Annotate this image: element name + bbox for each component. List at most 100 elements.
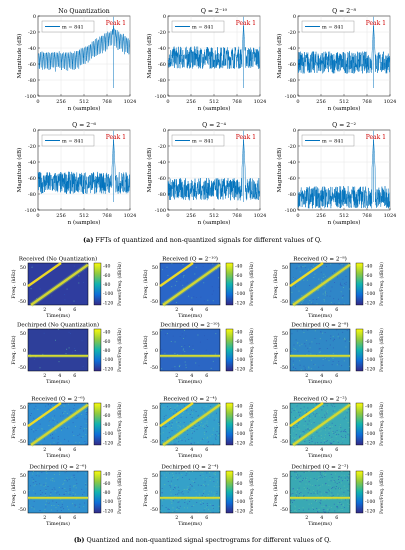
spec-noise <box>323 509 325 510</box>
spec-noise <box>345 339 347 341</box>
spec-noise <box>290 421 292 423</box>
spec-noise <box>324 275 326 277</box>
spec-noise <box>66 413 68 414</box>
fft-xlabel: n (samples) <box>328 105 361 112</box>
spec-noise <box>307 407 309 409</box>
fft-panel-title: Q = 2⁻² <box>332 122 356 129</box>
spec-noise <box>199 499 201 500</box>
spec-noise <box>50 492 52 493</box>
spec-noise <box>338 490 340 492</box>
spec-noise <box>39 288 41 290</box>
fft-xtick-label: 0 <box>296 99 299 105</box>
spec-noise <box>183 348 185 350</box>
spec-noise <box>165 477 167 478</box>
spec-noise <box>295 475 297 476</box>
spec-noise <box>336 483 338 484</box>
spec-noise <box>218 485 220 487</box>
spec-noise <box>30 413 32 414</box>
spec-noise <box>174 417 175 419</box>
spec-noise <box>53 441 55 443</box>
spec-noise <box>195 362 197 364</box>
spec-noise <box>178 425 180 427</box>
spec-noise <box>171 483 173 485</box>
spec-noise <box>73 435 75 436</box>
spec-noise <box>181 333 183 335</box>
fft-ylabel: Magnitude (dB) <box>16 34 23 79</box>
spec-noise <box>310 478 312 479</box>
spec-noise <box>296 428 298 430</box>
spec-noise <box>340 477 342 479</box>
spec-noise <box>186 496 188 498</box>
spec-noise <box>28 441 30 443</box>
spec-noise <box>207 505 208 506</box>
spec-noise <box>73 485 75 487</box>
spec-noise <box>185 437 187 438</box>
spec-noise <box>308 366 310 368</box>
spec-noise <box>312 507 314 508</box>
spec-noise <box>202 424 204 426</box>
fft-xtick-label: 1024 <box>124 213 137 219</box>
spec-noise <box>190 426 192 428</box>
spec-panel-title: Dechirped (Q = 2⁻²) <box>291 464 348 471</box>
spec-noise <box>326 405 328 407</box>
spec-noise <box>293 344 295 346</box>
spec-noise <box>343 437 345 439</box>
spec-noise <box>65 478 67 480</box>
spec-noise <box>303 495 305 496</box>
spec-noise <box>196 502 198 503</box>
spec-noise <box>187 507 188 509</box>
spec-noise <box>324 414 326 416</box>
spec-noise <box>208 490 210 492</box>
spec-noise <box>29 421 31 422</box>
spec-noise <box>333 480 335 482</box>
spec-noise <box>34 438 36 440</box>
spec-cbar-tick: -100 <box>365 357 375 363</box>
spec-noise <box>194 273 196 275</box>
spec-noise <box>306 477 308 478</box>
spec-noise <box>47 486 49 487</box>
spec-noise <box>187 491 189 493</box>
spec-colorbar <box>355 262 364 306</box>
spec-noise <box>173 443 175 445</box>
spec-noise <box>321 496 323 497</box>
spec-noise <box>164 351 166 353</box>
spec-noise <box>308 420 310 422</box>
spec-noise <box>326 413 328 415</box>
spec-noise <box>195 266 197 268</box>
spec-noise <box>309 415 310 417</box>
spec-noise <box>341 482 342 484</box>
spec-noise <box>61 429 62 431</box>
spec-cbar-label: Power/Freq. (dB/Hz) <box>117 262 122 306</box>
spec-noise <box>33 485 35 487</box>
spec-noise <box>332 361 334 362</box>
spec-noise <box>183 507 185 509</box>
spec-noise <box>338 476 340 478</box>
spec-noise <box>186 499 188 501</box>
spec-cbar-tick: -120 <box>235 300 245 306</box>
spec-noise <box>169 489 171 491</box>
spec-noise <box>207 426 209 427</box>
spec-panel-title: Dechirped (Q = 2⁻⁶) <box>29 464 86 471</box>
spec-noise <box>45 490 47 492</box>
spec-noise <box>313 478 315 479</box>
spec-noise <box>163 416 165 418</box>
spec-xtick-label: 6 <box>335 307 338 313</box>
spec-noise <box>309 442 311 443</box>
spec-noise <box>33 490 35 492</box>
spec-noise <box>74 504 76 506</box>
spec-noise <box>180 408 181 410</box>
fft-xtick-label: 512 <box>209 99 219 105</box>
spec-noise <box>188 472 190 474</box>
spec-noise <box>205 485 207 487</box>
spec-noise <box>318 348 320 350</box>
spec-noise <box>326 424 328 425</box>
spec-noise <box>333 403 335 405</box>
spec-noise <box>324 474 326 476</box>
spec-noise <box>346 410 348 411</box>
spec-noise <box>343 430 345 432</box>
spec-noise <box>292 360 294 362</box>
spec-noise <box>296 369 298 371</box>
spec-noise <box>44 509 46 510</box>
spec-axes-box <box>159 470 221 514</box>
spec-noise <box>192 349 194 350</box>
